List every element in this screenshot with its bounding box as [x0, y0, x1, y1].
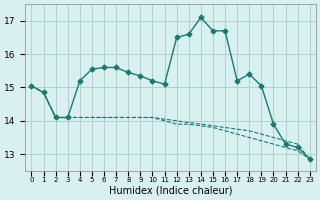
X-axis label: Humidex (Indice chaleur): Humidex (Indice chaleur) [109, 186, 232, 196]
